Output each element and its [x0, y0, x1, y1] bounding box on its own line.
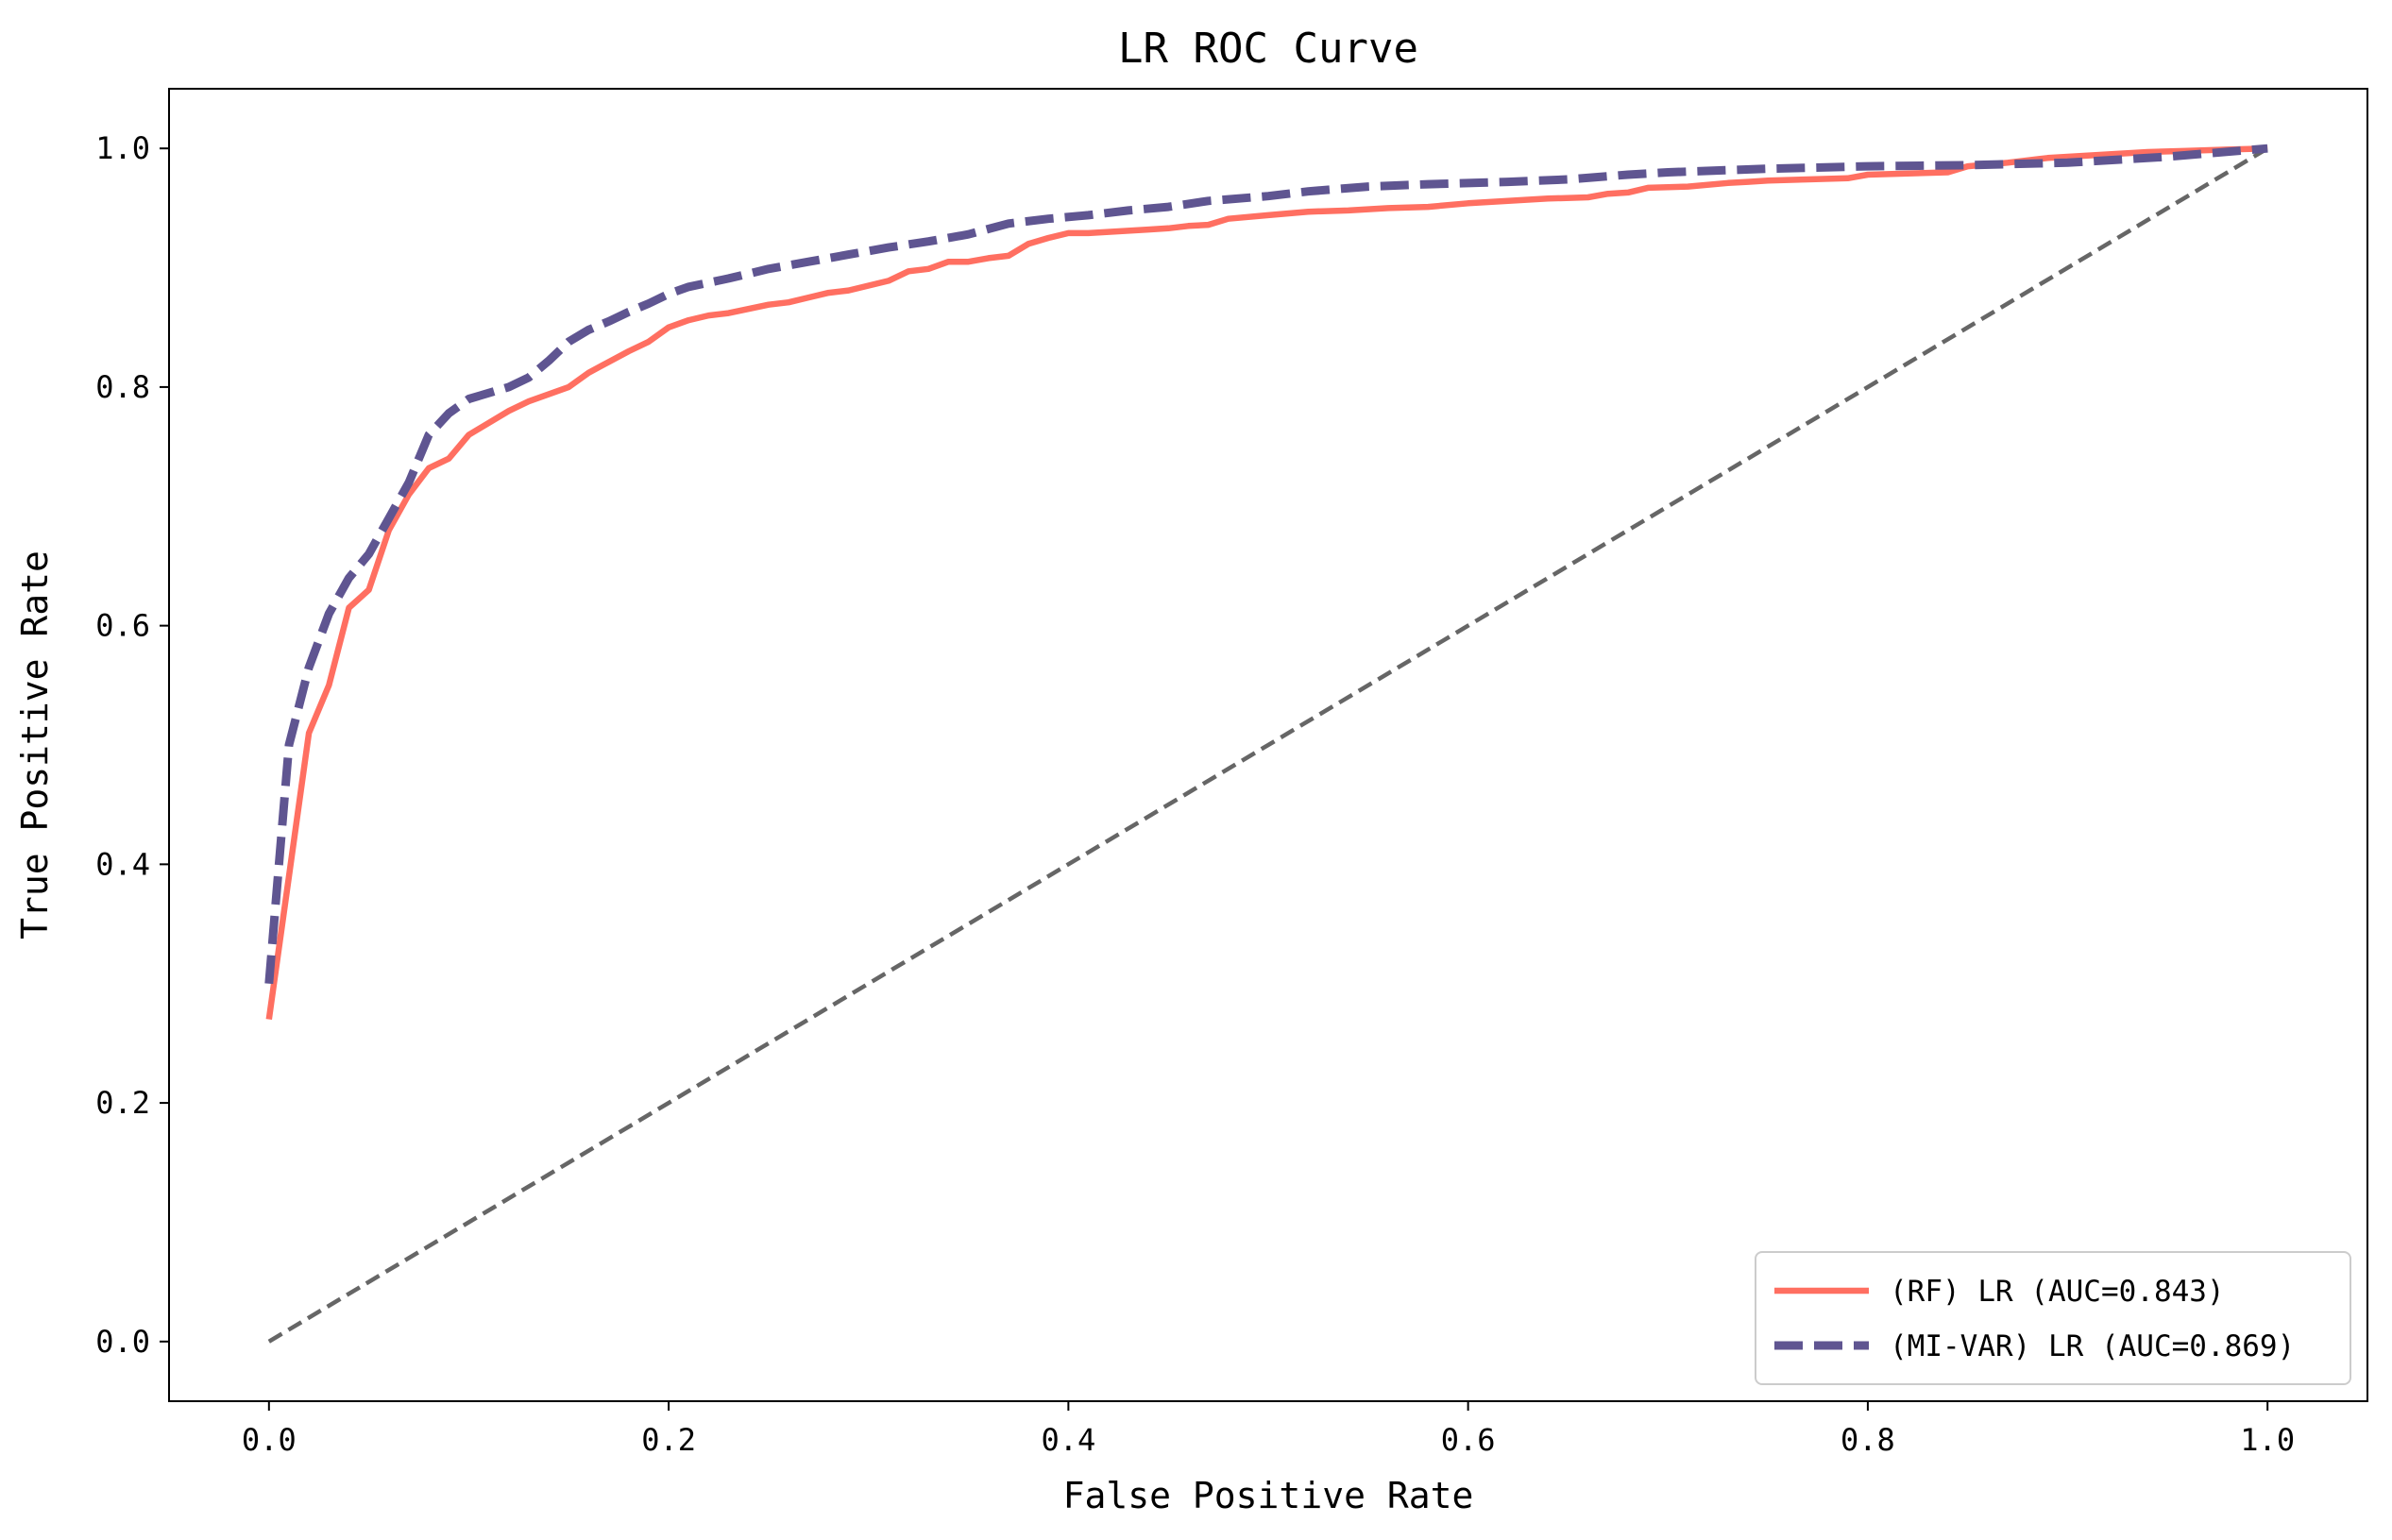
legend: (RF) LR (AUC=0.843) (MI-VAR) LR (AUC=0.86… [1755, 1251, 2351, 1385]
series-layer [264, 144, 2269, 1344]
y-tick-label: 1.0 [95, 130, 150, 166]
x-axis-label: False Positive Rate [1063, 1475, 1474, 1516]
x-tick-label: 0.2 [641, 1422, 696, 1458]
series-line-1 [265, 144, 2268, 1021]
x-tick-label: 1.0 [2240, 1422, 2295, 1458]
series-line-2 [264, 144, 2268, 985]
legend-label: (MI-VAR) LR (AUC=0.869) [1890, 1329, 2295, 1363]
y-tick-label: 0.0 [95, 1324, 150, 1360]
y-axis-ticks: 0.0 0.2 0.4 0.6 0.8 1.0 [95, 130, 169, 1360]
y-axis-label: True Positive Rate [14, 550, 56, 939]
chart-title: LR ROC Curve [1118, 25, 1418, 73]
x-axis-ticks: 0.0 0.2 0.4 0.6 0.8 1.0 [242, 1401, 2295, 1458]
legend-label: (RF) LR (AUC=0.843) [1890, 1275, 2225, 1309]
legend-box [1755, 1251, 2351, 1385]
x-tick-label: 0.0 [242, 1422, 297, 1458]
x-tick-label: 0.8 [1841, 1422, 1895, 1458]
y-tick-label: 0.6 [95, 608, 150, 644]
y-tick-label: 0.2 [95, 1085, 150, 1121]
y-tick-label: 0.8 [95, 369, 150, 405]
y-tick-label: 0.4 [95, 846, 150, 882]
chance-diagonal-line [267, 146, 2269, 1344]
plot-frame [168, 88, 2368, 1402]
x-tick-label: 0.4 [1041, 1422, 1095, 1458]
x-tick-label: 0.6 [1441, 1422, 1496, 1458]
